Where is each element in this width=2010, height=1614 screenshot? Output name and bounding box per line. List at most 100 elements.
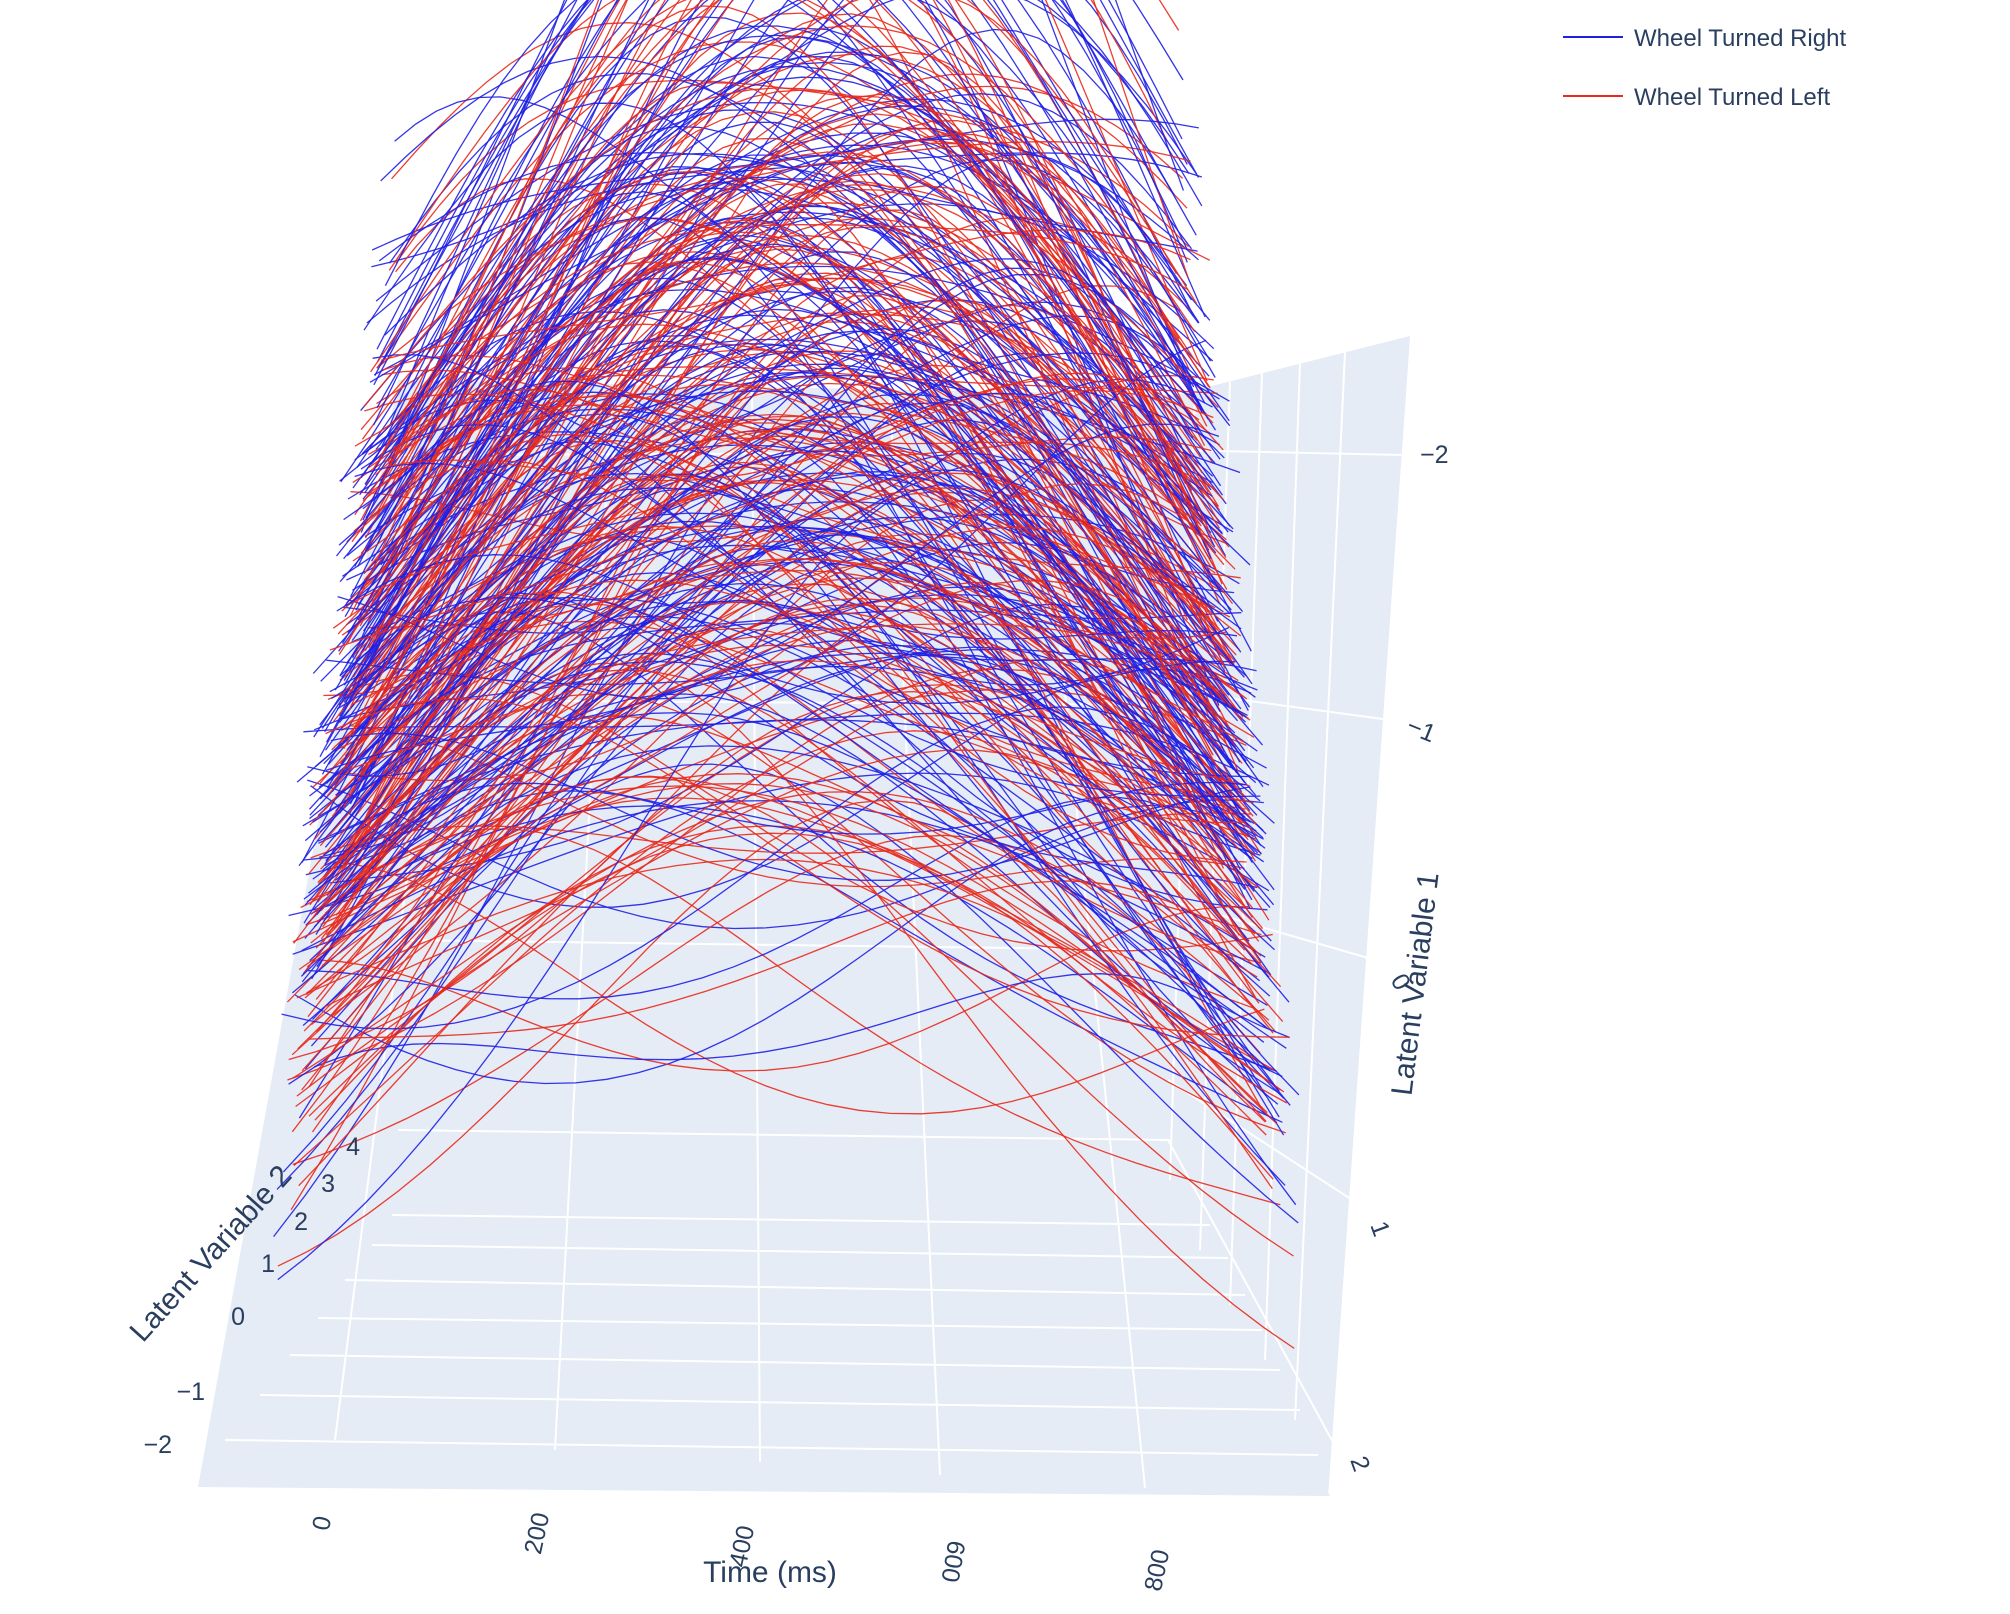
y-tick-label: 2: [294, 1208, 308, 1236]
trace-left: [347, 0, 1208, 644]
trace-left: [306, 797, 1277, 1072]
trace-right: [339, 265, 1230, 482]
trace-left: [303, 603, 1254, 1032]
legend-item-left[interactable]: Wheel Turned Left: [1563, 84, 1830, 111]
trace-right: [384, 0, 1224, 496]
trace-right: [354, 28, 1175, 690]
trace-right: [340, 0, 1200, 483]
trace-left: [317, 558, 1245, 883]
trace-left: [387, 224, 1189, 463]
trace-left: [332, 861, 1265, 1115]
trace-right: [305, 471, 1262, 926]
trace-left: [326, 172, 1221, 797]
trace-right: [376, 0, 1209, 420]
trace-right: [316, 652, 1268, 1006]
trace-left: [368, 0, 1202, 649]
trace-right: [375, 0, 1182, 547]
trace-right: [343, 309, 1249, 827]
trace-right: [389, 0, 1212, 534]
y-tick-label: −2: [143, 1431, 172, 1459]
trace-right: [346, 314, 1224, 664]
trace-right: [303, 652, 1264, 900]
trace-right: [373, 0, 1200, 426]
trace-right: [309, 330, 1232, 816]
trace-right: [376, 0, 1222, 487]
z-tick-label: −1: [1403, 712, 1440, 749]
trace-right: [357, 0, 1195, 605]
trace-left: [336, 623, 1227, 865]
trace-right: [337, 339, 1207, 700]
trace-left: [311, 295, 1225, 1133]
trace-left: [347, 256, 1189, 893]
trace-left: [369, 313, 1224, 500]
y-tick-label: 1: [261, 1250, 275, 1278]
trace-left: [325, 392, 1198, 936]
trace-left: [360, 185, 1187, 775]
trace-left: [337, 151, 1221, 635]
trace-left: [310, 472, 1225, 915]
trace-left: [329, 389, 1214, 651]
trace-left: [364, 53, 1198, 552]
trace-layer: [273, 0, 1300, 1349]
trace-right: [338, 408, 1267, 769]
trace-left: [403, 261, 1215, 729]
trace-left: [327, 672, 1273, 952]
trace-right: [324, 342, 1257, 796]
legend-item-right[interactable]: Wheel Turned Right: [1563, 25, 1846, 52]
trace-right: [342, 378, 1213, 634]
trace-right: [373, 0, 1211, 386]
trace-right: [342, 390, 1242, 630]
trace-left: [363, 0, 1177, 574]
trace-left: [364, 82, 1221, 633]
trace-right: [300, 534, 1256, 977]
trace-right: [344, 0, 1206, 618]
trace-right: [335, 380, 1290, 1039]
trace-right: [288, 558, 1272, 1085]
trace-left: [310, 299, 1212, 1026]
y-grid-line: [371, 1244, 1229, 1259]
trace-right: [326, 243, 1245, 789]
trace-left: [381, 229, 1191, 361]
trace-left: [365, 183, 1214, 819]
trace-left: [296, 858, 1282, 1091]
trace-right: [294, 804, 1265, 1085]
trace-left: [364, 393, 1241, 579]
legend[interactable]: Wheel Turned Right Wheel Turned Left: [1563, 25, 1846, 111]
z-tick-label: 2: [1344, 1452, 1375, 1475]
trace-right: [346, 0, 1189, 633]
y-tick-label: 4: [346, 1133, 360, 1161]
trace-right: [302, 419, 1253, 861]
trace-left: [297, 611, 1245, 1050]
trace-right: [329, 603, 1239, 884]
trace-right: [343, 0, 1203, 521]
y-grid-line: [289, 1354, 1281, 1371]
x-tick-label: 0: [307, 1514, 337, 1533]
x-tick-label: 200: [519, 1510, 555, 1557]
trace-right: [323, 622, 1270, 978]
trace-left: [386, 171, 1225, 729]
trace-right: [319, 487, 1247, 726]
trace-left: [296, 749, 1256, 1097]
trace-left: [293, 430, 1282, 988]
trace-left: [317, 905, 1250, 1072]
trace-left: [338, 142, 1210, 699]
trace-right: [307, 779, 1264, 930]
trace-right: [319, 181, 1271, 909]
trace-right: [360, 0, 1203, 533]
trace-left: [349, 0, 1189, 617]
trace-right: [296, 127, 1230, 783]
trace-left: [367, 285, 1181, 629]
trace-left: [321, 783, 1268, 1114]
trace-right: [312, 711, 1287, 1049]
trace-left: [306, 597, 1254, 903]
trace-left: [372, 384, 1233, 797]
trace-right: [359, 0, 1197, 496]
trace-right: [357, 176, 1230, 704]
trace-left: [322, 577, 1240, 955]
z-tick-label: −2: [1420, 441, 1449, 469]
trace-left: [386, 372, 1200, 482]
trace-right: [316, 416, 1245, 968]
trace-right: [301, 599, 1291, 1106]
trace-right: [346, 596, 1268, 1030]
